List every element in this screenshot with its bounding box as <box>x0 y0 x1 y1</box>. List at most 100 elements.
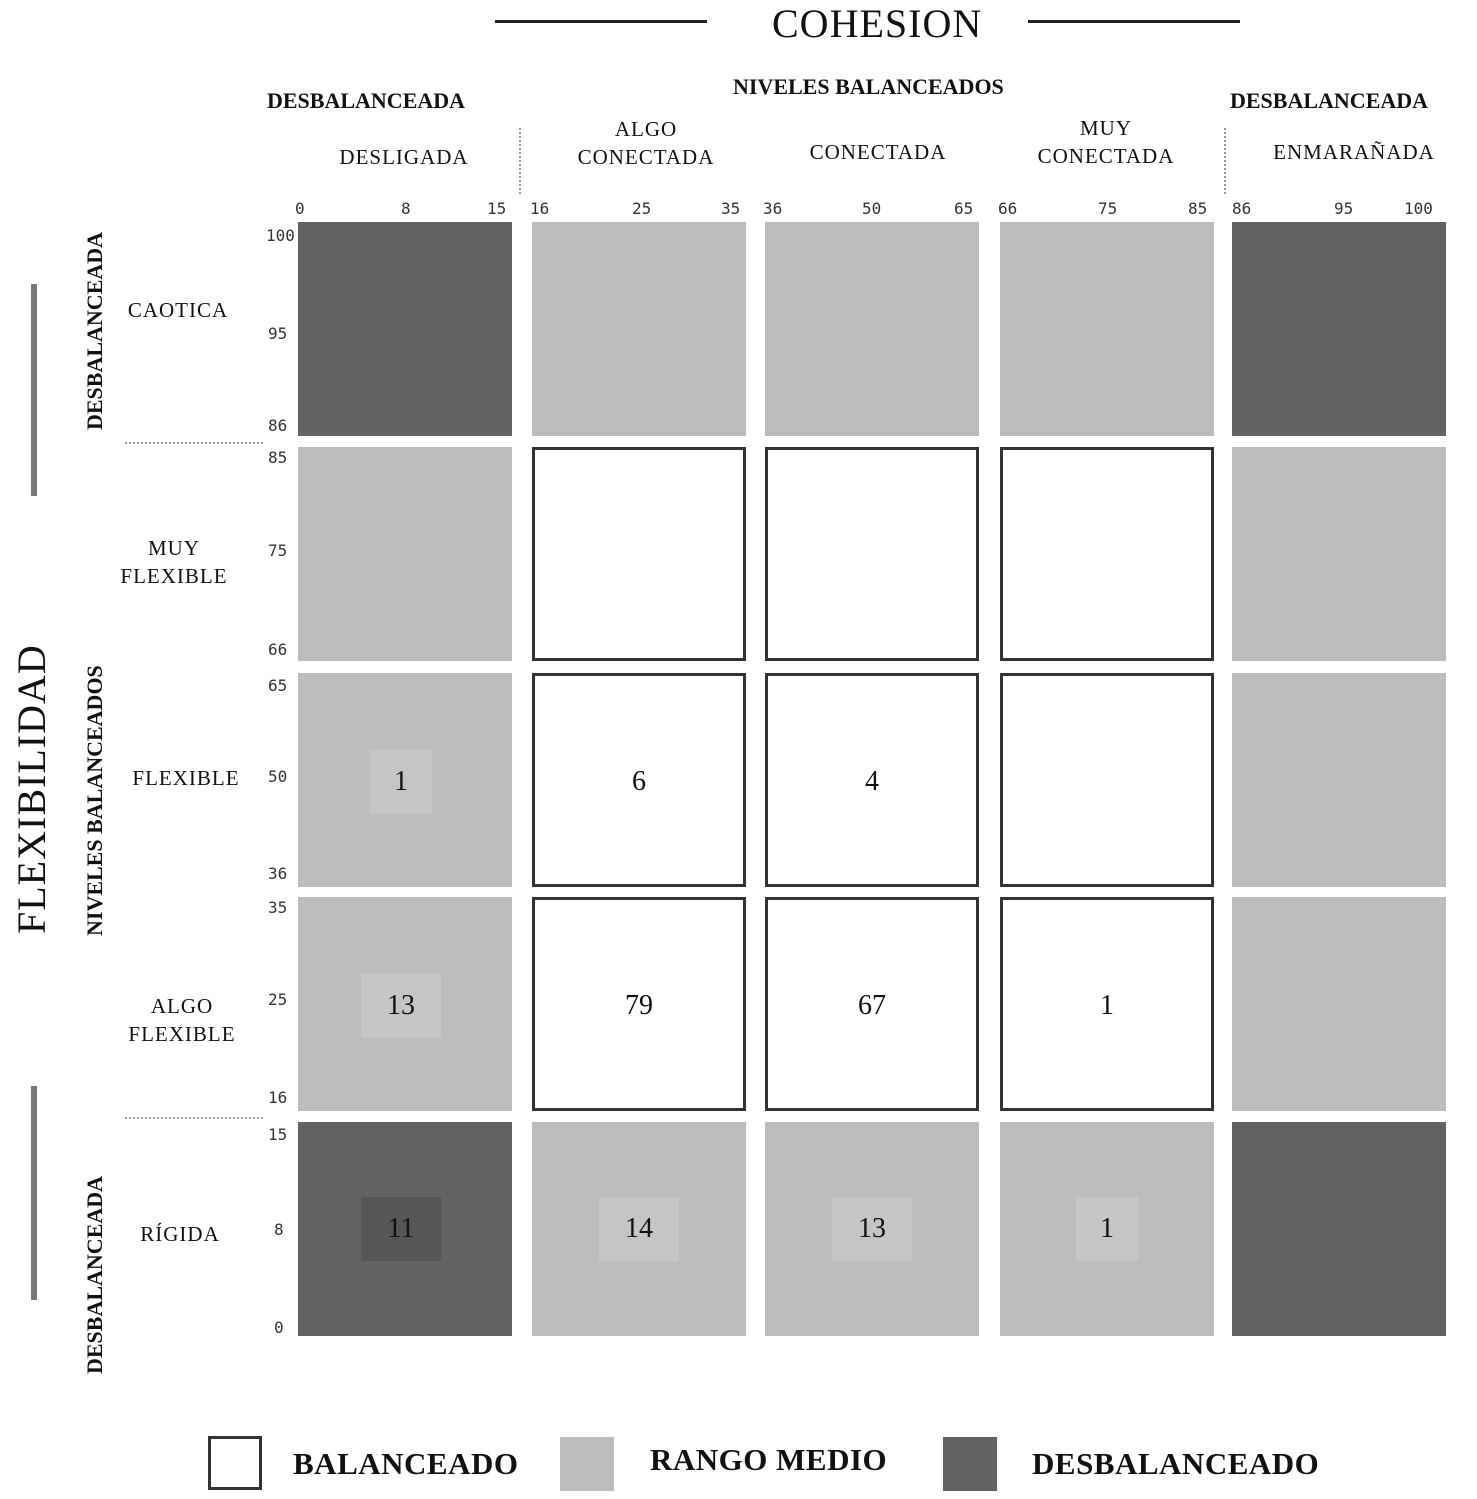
cell-value: 14 <box>599 1197 679 1261</box>
flex-group-middle: NIVELES BALANCEADOS <box>82 665 107 936</box>
row-label-flexible: FLEXIBLE <box>116 764 256 792</box>
col-tick: 85 <box>1188 199 1208 218</box>
cell-muy-flexible-conectada <box>765 447 979 661</box>
row-tick: 8 <box>274 1220 284 1239</box>
row-label-line2: FLEXIBLE <box>120 564 228 588</box>
legend-mid-label: RANGO MEDIO <box>650 1442 888 1477</box>
row-tick: 100 <box>266 226 295 245</box>
cell-caotica-enmaranada <box>1232 222 1446 436</box>
separator-col-right <box>1224 128 1226 194</box>
cell-value: 79 <box>625 990 653 1021</box>
cell-algo-flexible-conectada <box>765 897 979 1111</box>
legend-mid-swatch <box>560 1437 614 1491</box>
col-tick: 50 <box>862 199 882 218</box>
cell-value: 13 <box>832 1197 912 1261</box>
column-label-line2: ENMARAÑADA <box>1273 140 1435 164</box>
cell-muy-flexible-desligada <box>298 447 512 661</box>
row-tick: 86 <box>268 416 288 435</box>
row-label-muy-flexible: MUY FLEXIBLE <box>104 534 244 590</box>
flex-group-top: DESBALANCEADA <box>82 231 107 430</box>
cell-caotica-desligada <box>298 222 512 436</box>
cell-value: 67 <box>858 990 886 1021</box>
column-label-line2: DESLIGADA <box>339 145 469 169</box>
cell-caotica-muy-conectada <box>1000 222 1214 436</box>
col-tick: 65 <box>954 199 974 218</box>
separator-row-top <box>125 442 263 444</box>
col-tick: 15 <box>487 199 507 218</box>
row-tick: 95 <box>268 324 288 343</box>
row-label-line2: FLEXIBLE <box>128 1022 236 1046</box>
separator-col-left <box>519 128 521 194</box>
row-label-caotica: CAOTICA <box>108 296 248 324</box>
cell-value: 11 <box>361 1197 441 1261</box>
legend-unbalanced-swatch <box>943 1437 997 1491</box>
column-label-line1: MUY <box>1079 116 1132 140</box>
row-tick: 66 <box>268 640 288 659</box>
column-label-line1: ALGO <box>614 117 678 141</box>
cell-caotica-conectada <box>765 222 979 436</box>
column-label-line2: CONECTADA <box>577 145 715 169</box>
row-tick: 25 <box>268 990 288 1009</box>
col-tick: 75 <box>1098 199 1118 218</box>
cohesion-title: COHESION <box>772 1 983 46</box>
cohesion-group-left: DESBALANCEADA <box>267 88 466 113</box>
cell-flexible-enmaranada <box>1232 673 1446 887</box>
cell-rigida-enmaranada <box>1232 1122 1446 1336</box>
row-label-rigida: RÍGIDA <box>110 1220 250 1248</box>
cell-value: 4 <box>865 766 879 797</box>
cohesion-group-middle: NIVELES BALANCEADOS <box>733 74 1004 99</box>
column-label-algo-conectada: ALGO CONECTADA <box>540 115 752 171</box>
column-label-muy-conectada: MUY CONECTADA <box>1000 114 1212 170</box>
row-tick: 15 <box>268 1125 288 1144</box>
column-label-line2: CONECTADA <box>1037 144 1175 168</box>
legend-balanced-swatch <box>208 1436 262 1490</box>
col-tick: 95 <box>1334 199 1354 218</box>
flex-group-bar-bottom <box>31 1086 37 1300</box>
col-tick: 100 <box>1404 199 1433 218</box>
cell-value: 1 <box>1100 990 1114 1021</box>
column-label-enmaranada: ENMARAÑADA <box>1248 110 1460 166</box>
column-label-line2: CONECTADA <box>809 140 947 164</box>
column-label-line1 <box>1248 110 1460 138</box>
cell-value: 1 <box>1076 1197 1138 1261</box>
row-tick: 36 <box>268 864 288 883</box>
row-label-line2: RÍGIDA <box>140 1222 220 1246</box>
col-tick: 35 <box>721 199 741 218</box>
row-tick: 16 <box>268 1088 288 1107</box>
legend-unbalanced-label: DESBALANCEADO <box>1032 1446 1320 1481</box>
cell-muy-flexible-algo-conectada <box>532 447 746 661</box>
row-tick: 65 <box>268 676 288 695</box>
cell-value: 13 <box>361 974 441 1038</box>
cell-caotica-algo-conectada <box>532 222 746 436</box>
cell-flexible-conectada <box>765 673 979 887</box>
row-tick: 50 <box>268 767 288 786</box>
flex-group-bar-top <box>31 284 37 496</box>
legend-balanced-label: BALANCEADO <box>293 1446 519 1481</box>
cell-flexible-algo-conectada <box>532 673 746 887</box>
col-tick: 25 <box>632 199 652 218</box>
flex-group-bottom: DESBALANCEADA <box>82 1175 107 1374</box>
row-tick: 35 <box>268 898 288 917</box>
column-label-line1 <box>772 110 984 138</box>
col-tick: 86 <box>1232 199 1252 218</box>
flexibilidad-title: FLEXIBILIDAD <box>9 644 54 934</box>
row-tick: 0 <box>274 1318 284 1337</box>
cohesion-group-right: DESBALANCEADA <box>1230 88 1429 113</box>
col-tick: 36 <box>763 199 783 218</box>
col-tick: 8 <box>401 199 411 218</box>
cell-algo-flexible-enmaranada <box>1232 897 1446 1111</box>
separator-row-bottom <box>125 1117 263 1119</box>
cell-muy-flexible-muy-conectada <box>1000 447 1214 661</box>
cohesion-title-line-right <box>1028 20 1240 23</box>
row-label-line2: FLEXIBLE <box>132 766 240 790</box>
row-label-line2: CAOTICA <box>127 298 229 322</box>
row-label-line1: MUY <box>147 536 200 560</box>
cell-value: 1 <box>370 750 432 814</box>
row-tick: 75 <box>268 541 288 560</box>
col-tick: 66 <box>998 199 1018 218</box>
cell-muy-flexible-enmaranada <box>1232 447 1446 661</box>
column-label-desligada: DESLIGADA <box>298 115 510 171</box>
row-label-line1: ALGO <box>150 994 214 1018</box>
column-label-conectada: CONECTADA <box>772 110 984 166</box>
cell-algo-flexible-muy-conectada <box>1000 897 1214 1111</box>
